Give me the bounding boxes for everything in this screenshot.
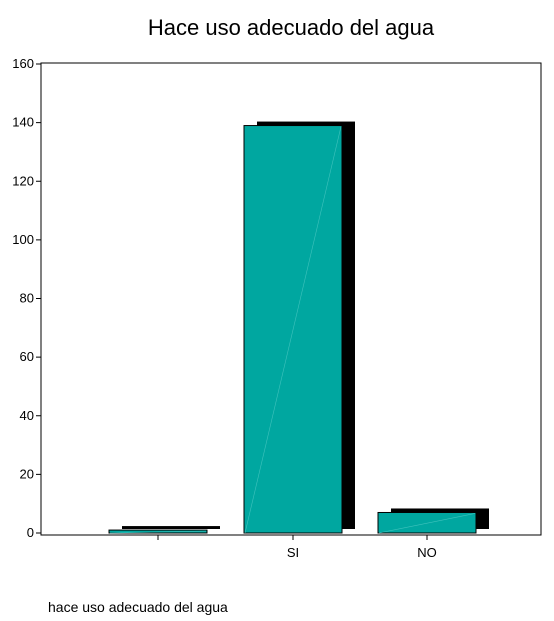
bar-highlight <box>244 126 342 534</box>
y-tick-label: 140 <box>12 115 34 130</box>
bar-highlight <box>378 513 476 534</box>
bar-highlight <box>109 530 207 534</box>
x-tick-label: SI <box>287 545 299 560</box>
bar-layer <box>108 125 477 534</box>
bar <box>108 529 208 534</box>
y-tick-label: 80 <box>20 291 34 306</box>
y-tick-label: 100 <box>12 232 34 247</box>
bar-shadow <box>122 526 220 529</box>
y-axis: 0 20 40 60 80 100 120 140 160 <box>12 56 41 540</box>
chart-title: Hace uso adecuado del agua <box>148 15 435 40</box>
y-tick-label: 60 <box>20 349 34 364</box>
x-axis: SI NO <box>157 535 437 560</box>
x-axis-label: hace uso adecuado del agua <box>48 599 228 615</box>
y-tick-label: 120 <box>12 173 34 188</box>
y-tick-label: 0 <box>27 525 34 540</box>
x-tick-label: NO <box>417 545 437 560</box>
y-tick-label: 160 <box>12 56 34 71</box>
bar <box>377 511 477 534</box>
y-tick-label: 40 <box>20 408 34 423</box>
y-tick-label: 20 <box>20 466 34 481</box>
